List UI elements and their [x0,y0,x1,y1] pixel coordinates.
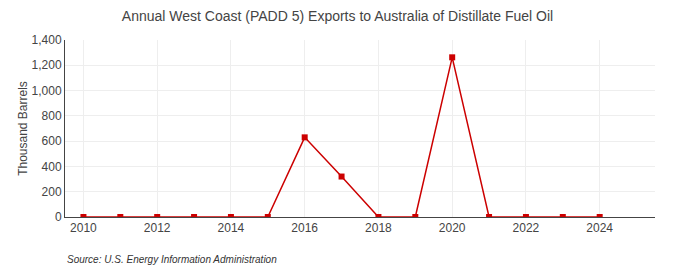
svg-text:2018: 2018 [365,221,392,235]
svg-text:2010: 2010 [70,221,97,235]
svg-text:1,400: 1,400 [32,33,62,47]
svg-text:2020: 2020 [439,221,466,235]
svg-text:1,200: 1,200 [32,58,62,72]
svg-text:2012: 2012 [144,221,171,235]
svg-text:600: 600 [42,134,62,148]
svg-text:2016: 2016 [291,221,318,235]
svg-text:200: 200 [42,185,62,199]
svg-text:Annual West Coast (PADD 5) Exp: Annual West Coast (PADD 5) Exports to Au… [122,8,553,24]
svg-text:Thousand Barrels: Thousand Barrels [16,81,30,176]
svg-text:800: 800 [42,109,62,123]
svg-text:2024: 2024 [586,221,613,235]
svg-text:2022: 2022 [513,221,540,235]
svg-text:400: 400 [42,160,62,174]
svg-text:1,000: 1,000 [32,84,62,98]
svg-text:0: 0 [55,210,62,224]
svg-text:Source: U.S. Energy Informatio: Source: U.S. Energy Information Administ… [67,254,277,265]
svg-text:2014: 2014 [218,221,245,235]
